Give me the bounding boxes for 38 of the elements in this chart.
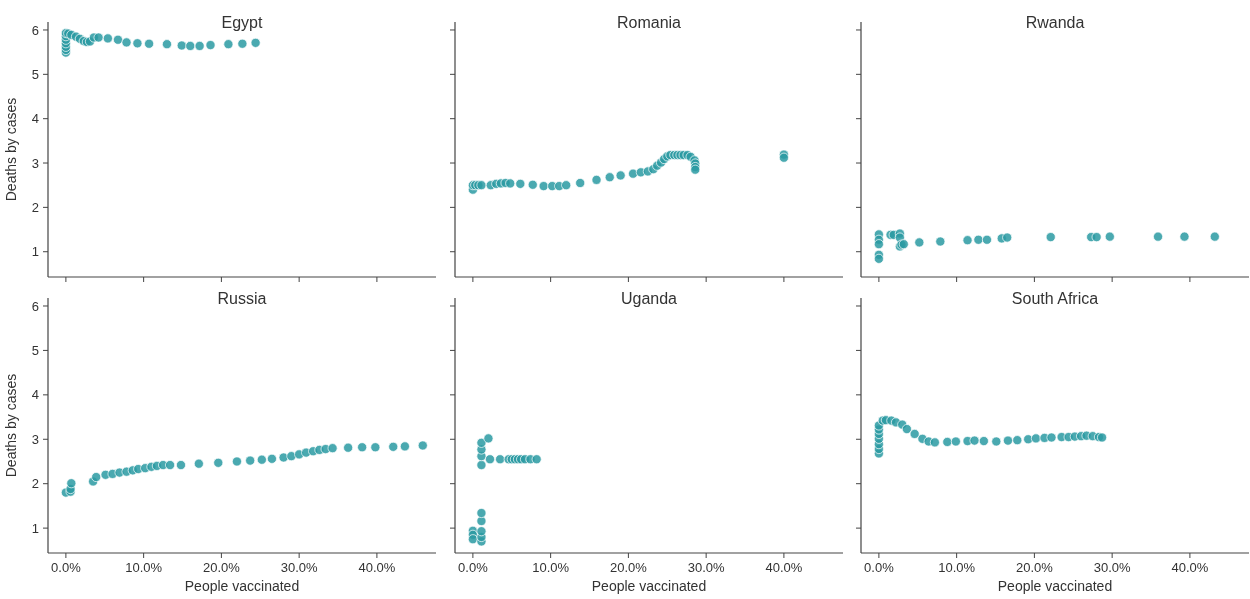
x-tick-label: 30.0% (280, 560, 319, 575)
chart-title: Rwanda (1025, 13, 1085, 31)
y-axis-title: Deaths by cases (3, 97, 19, 202)
chart-title: Russia (217, 289, 267, 307)
chart-title: Uganda (620, 289, 678, 307)
y-tick-label: 2 (31, 476, 39, 492)
x-tick-label: 40.0% (358, 560, 396, 575)
y-tick-label: 1 (31, 520, 39, 536)
x-tick-label: 20.0% (609, 560, 648, 575)
y-tick-label: 3 (31, 431, 39, 447)
y-tick-label: 5 (31, 342, 39, 358)
chart-title: Romania (616, 13, 682, 31)
y-tick-label: 2 (31, 199, 39, 215)
x-tick-label: 20.0% (202, 560, 241, 575)
y-tick-label: 6 (31, 298, 39, 314)
x-tick-label: 10.0% (938, 560, 976, 575)
y-tick-label: 5 (31, 66, 39, 82)
chart-title: Egypt (221, 13, 264, 31)
x-axis-title: People vaccinated (997, 578, 1113, 594)
x-tick-label: 30.0% (687, 560, 726, 575)
x-tick-label: 40.0% (1171, 560, 1209, 575)
x-tick-label: 10.0% (532, 560, 570, 575)
y-tick-label: 4 (31, 111, 39, 127)
y-tick-label: 1 (31, 244, 39, 260)
x-axis-title: People vaccinated (184, 578, 300, 594)
y-tick-label: 6 (31, 22, 39, 38)
y-tick-label: 4 (31, 387, 39, 403)
x-tick-label: 30.0% (1093, 560, 1132, 575)
x-tick-label: 0.0% (864, 560, 895, 575)
y-axis-title: Deaths by cases (3, 373, 19, 478)
x-tick-label: 0.0% (458, 560, 489, 575)
x-tick-label: 40.0% (765, 560, 803, 575)
x-tick-label: 10.0% (125, 560, 163, 575)
chart-title: South Africa (1011, 289, 1099, 307)
x-axis-title: People vaccinated (591, 578, 707, 594)
x-tick-label: 0.0% (51, 560, 82, 575)
x-tick-label: 20.0% (1015, 560, 1054, 575)
y-tick-label: 3 (31, 155, 39, 171)
